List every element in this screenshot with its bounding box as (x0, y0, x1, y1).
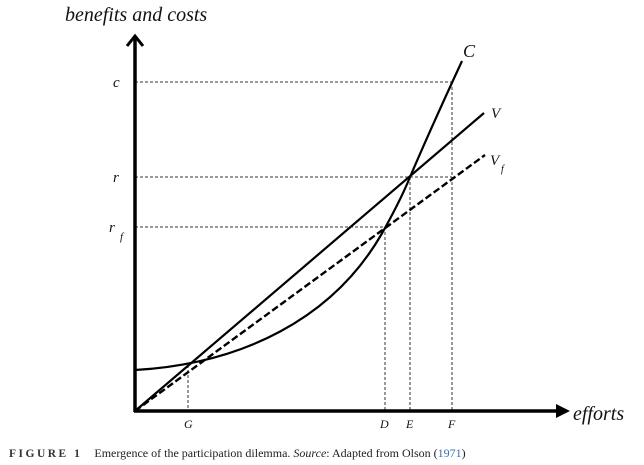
label-Vf: V (490, 153, 501, 169)
tick-c: c (113, 75, 120, 91)
label-C: C (463, 41, 476, 61)
source-text: : Adapted from Olson ( (326, 446, 438, 460)
caption-close: ) (461, 446, 466, 460)
label-V: V (491, 106, 502, 122)
tick-E: E (405, 417, 414, 431)
citation-link[interactable]: 1971 (437, 446, 462, 460)
tick-G: G (184, 417, 193, 431)
source-label: Source (293, 446, 327, 460)
curve-C (134, 60, 463, 372)
x-axis-arrowhead (556, 404, 570, 418)
curve-V (134, 112, 485, 412)
y-axis-arrowhead (125, 33, 145, 47)
tick-rf-subscript: f (120, 231, 125, 243)
x-axis-label: efforts (573, 403, 624, 425)
y-axis-label: benefits and costs (65, 4, 207, 26)
tick-D: D (379, 417, 389, 431)
curve-Vf (134, 154, 486, 412)
figure-caption: FIGURE 1 Emergence of the participation d… (9, 446, 466, 461)
tick-rf: r (109, 220, 115, 236)
label-Vf-subscript: f (501, 164, 505, 175)
tick-F: F (447, 417, 456, 431)
participation-dilemma-diagram: benefits and costs efforts c r r f G D E… (65, 4, 624, 431)
figure-label: FIGURE 1 (9, 448, 83, 460)
caption-text: Emergence of the participation dilemma. (94, 446, 294, 460)
tick-r: r (113, 170, 119, 186)
